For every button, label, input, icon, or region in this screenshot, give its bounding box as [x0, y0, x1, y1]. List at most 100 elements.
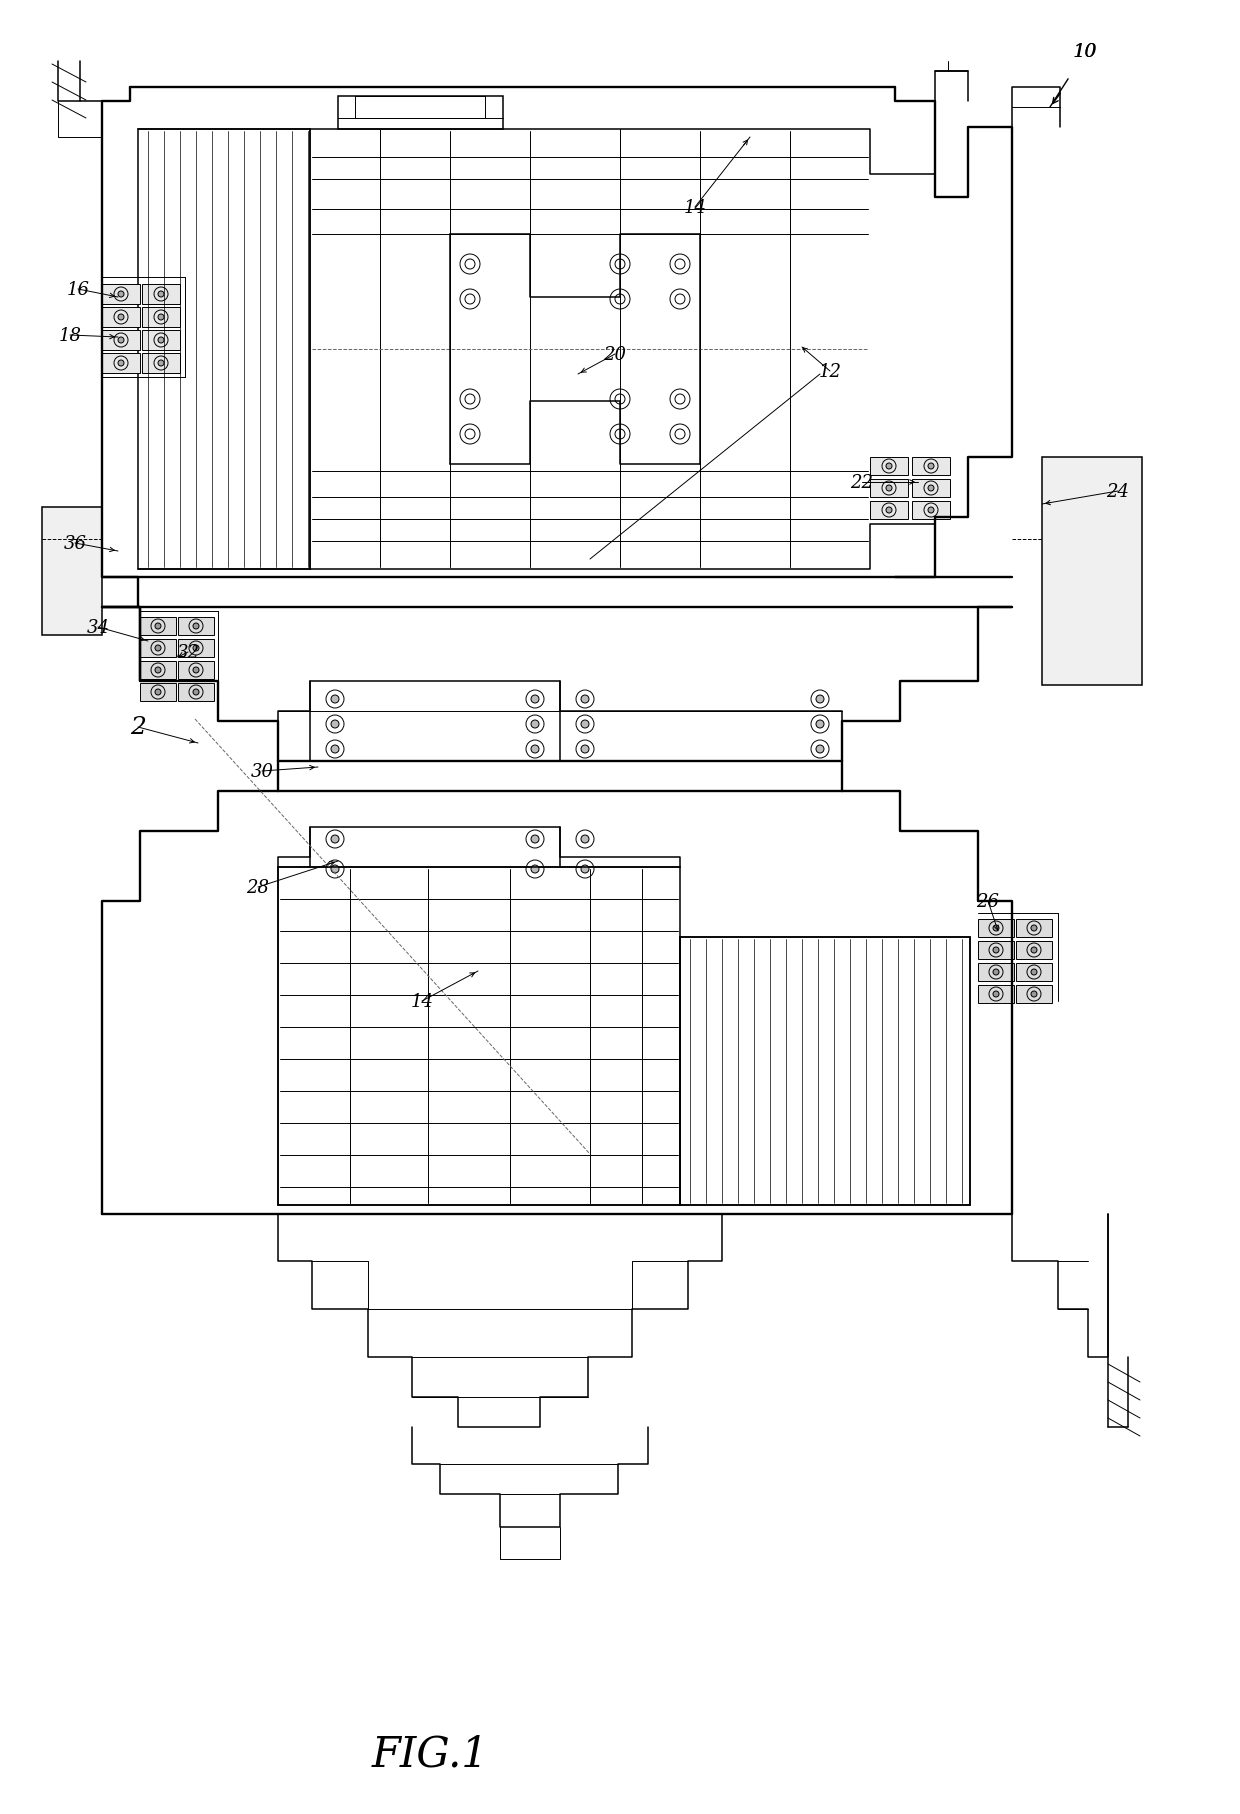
Circle shape [531, 720, 539, 729]
Text: 30: 30 [250, 762, 274, 780]
Bar [140, 662, 176, 680]
Circle shape [157, 361, 164, 366]
Circle shape [155, 624, 161, 629]
Circle shape [193, 668, 198, 673]
Bar [1016, 985, 1052, 1003]
Circle shape [157, 292, 164, 297]
Bar [355, 96, 485, 120]
Circle shape [928, 464, 934, 470]
Bar [42, 508, 102, 635]
Circle shape [887, 464, 892, 470]
Circle shape [1030, 947, 1037, 954]
Circle shape [928, 508, 934, 513]
Circle shape [155, 668, 161, 673]
Text: 14: 14 [683, 200, 707, 218]
Bar [143, 285, 180, 305]
Bar [1016, 963, 1052, 981]
Bar [978, 963, 1014, 981]
Text: 34: 34 [87, 619, 109, 637]
Bar [911, 502, 950, 521]
Text: 10: 10 [1074, 44, 1096, 62]
Circle shape [118, 316, 124, 321]
Text: 26: 26 [977, 892, 999, 911]
Bar [1016, 920, 1052, 938]
Bar [102, 330, 140, 350]
Text: 2: 2 [130, 717, 146, 738]
Circle shape [887, 508, 892, 513]
Circle shape [1030, 969, 1037, 976]
Text: 12: 12 [818, 363, 842, 381]
Text: 24: 24 [1106, 483, 1130, 501]
Circle shape [816, 695, 825, 704]
Text: 36: 36 [63, 535, 87, 553]
Circle shape [157, 316, 164, 321]
Bar [179, 640, 215, 658]
Text: 28: 28 [247, 878, 269, 896]
Bar [179, 662, 215, 680]
Circle shape [331, 836, 339, 844]
Circle shape [1030, 925, 1037, 931]
Circle shape [193, 689, 198, 695]
Circle shape [582, 836, 589, 844]
Circle shape [193, 624, 198, 629]
Bar [1042, 457, 1142, 686]
Circle shape [531, 695, 539, 704]
Bar [138, 131, 310, 570]
Bar [140, 617, 176, 635]
Circle shape [582, 746, 589, 753]
Bar [143, 354, 180, 374]
Circle shape [993, 925, 999, 931]
Bar [911, 479, 950, 497]
Circle shape [193, 646, 198, 651]
Text: 18: 18 [58, 327, 82, 345]
Bar [179, 684, 215, 702]
Bar [143, 330, 180, 350]
Circle shape [928, 486, 934, 492]
Bar [870, 479, 908, 497]
Circle shape [331, 695, 339, 704]
Circle shape [331, 720, 339, 729]
Bar [978, 985, 1014, 1003]
Text: FIG.1: FIG.1 [372, 1732, 489, 1776]
Circle shape [531, 836, 539, 844]
Bar [102, 308, 140, 328]
Bar [102, 354, 140, 374]
Circle shape [331, 865, 339, 874]
Circle shape [118, 292, 124, 297]
Circle shape [582, 865, 589, 874]
Bar [911, 457, 950, 475]
Circle shape [155, 689, 161, 695]
Circle shape [816, 720, 825, 729]
Bar [179, 617, 215, 635]
Circle shape [993, 969, 999, 976]
Text: 14: 14 [410, 992, 434, 1010]
Circle shape [993, 947, 999, 954]
Circle shape [1030, 992, 1037, 998]
Circle shape [531, 746, 539, 753]
Text: 10: 10 [1073, 44, 1097, 62]
Bar [870, 502, 908, 521]
Bar [978, 941, 1014, 960]
Bar [978, 920, 1014, 938]
Bar [140, 684, 176, 702]
Text: 16: 16 [67, 281, 89, 299]
Circle shape [331, 746, 339, 753]
Bar [339, 96, 503, 131]
Text: 20: 20 [604, 346, 626, 365]
Circle shape [993, 992, 999, 998]
Bar [278, 867, 680, 1204]
Bar [870, 457, 908, 475]
Bar [680, 938, 970, 1204]
Circle shape [887, 486, 892, 492]
Text: 32: 32 [176, 644, 200, 662]
Circle shape [582, 720, 589, 729]
Bar [140, 640, 176, 658]
Text: 22: 22 [851, 473, 873, 492]
Circle shape [118, 337, 124, 345]
Bar [1016, 941, 1052, 960]
Circle shape [531, 865, 539, 874]
Circle shape [118, 361, 124, 366]
Circle shape [155, 646, 161, 651]
Bar [102, 285, 140, 305]
Bar [143, 308, 180, 328]
